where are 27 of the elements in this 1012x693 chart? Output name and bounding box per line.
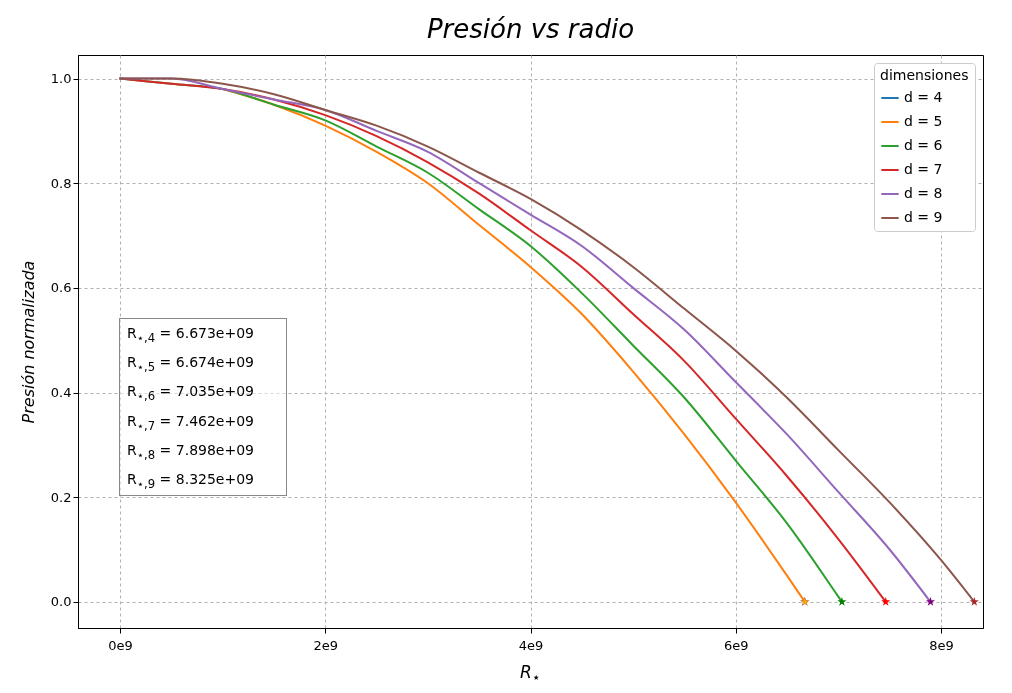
x-tick-label: 8e9 bbox=[929, 637, 954, 653]
y-tick-label: 0.8 bbox=[50, 175, 72, 191]
annotation: R$_{⋆,5}$ = 6.674e+09 bbox=[127, 353, 256, 376]
annotation: R$_{⋆,6}$ = 7.035e+09 bbox=[127, 382, 256, 406]
y-axis-title: Presión normalizada bbox=[18, 260, 38, 424]
legend-label: d = 4 bbox=[904, 89, 943, 105]
legend-title: dimensiones bbox=[880, 67, 969, 83]
annotation: R$_{⋆,9}$ = 8.325e+09 bbox=[127, 470, 256, 493]
y-tick-label: 0.2 bbox=[50, 489, 72, 505]
x-tick-label: 2e9 bbox=[313, 637, 339, 653]
x-axis-title: R$_{⋆}$ bbox=[520, 662, 541, 686]
annotation: R$_{⋆,8}$ = 7.898e+09 bbox=[127, 440, 256, 464]
legend-label: d = 8 bbox=[904, 185, 943, 201]
y-tick-label: 1.0 bbox=[50, 71, 72, 87]
legend-label: d = 5 bbox=[904, 113, 943, 129]
annotation: R$_{⋆,4}$ = 6.673e+09 bbox=[127, 324, 256, 347]
x-tick-label: 6e9 bbox=[723, 637, 749, 653]
y-tick-label: 0.6 bbox=[50, 280, 72, 296]
y-tick-label: 0.0 bbox=[50, 594, 72, 610]
x-tick-label: 4e9 bbox=[518, 637, 544, 653]
legend-label: d = 9 bbox=[904, 209, 943, 225]
legend-label: d = 6 bbox=[904, 137, 943, 153]
annotation: R$_{⋆,7}$ = 7.462e+09 bbox=[127, 411, 256, 435]
chart-title: Presión vs radio bbox=[426, 14, 635, 44]
x-tick-label: 0e9 bbox=[108, 637, 133, 653]
legend-label: d = 7 bbox=[904, 161, 943, 177]
y-tick-label: 0.4 bbox=[50, 385, 72, 401]
